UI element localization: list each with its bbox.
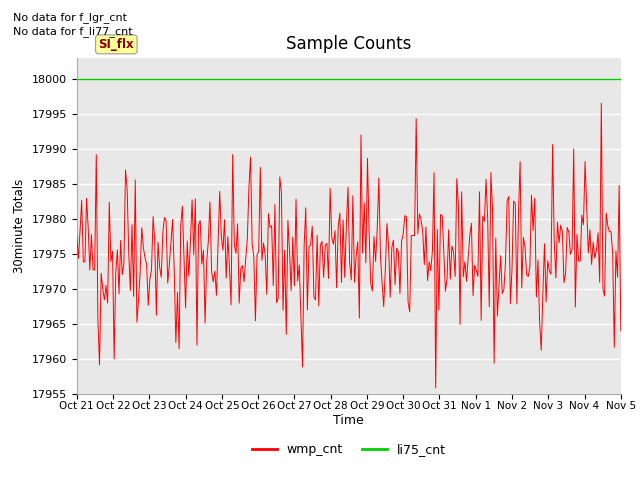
Title: Sample Counts: Sample Counts	[286, 35, 412, 53]
Text: No data for f_li77_cnt: No data for f_li77_cnt	[13, 26, 132, 37]
Y-axis label: 30minute Totals: 30minute Totals	[13, 179, 26, 273]
X-axis label: Time: Time	[333, 414, 364, 427]
Text: SI_flx: SI_flx	[99, 38, 134, 51]
Text: No data for f_lgr_cnt: No data for f_lgr_cnt	[13, 12, 127, 23]
Legend: wmp_cnt, li75_cnt: wmp_cnt, li75_cnt	[247, 438, 451, 461]
